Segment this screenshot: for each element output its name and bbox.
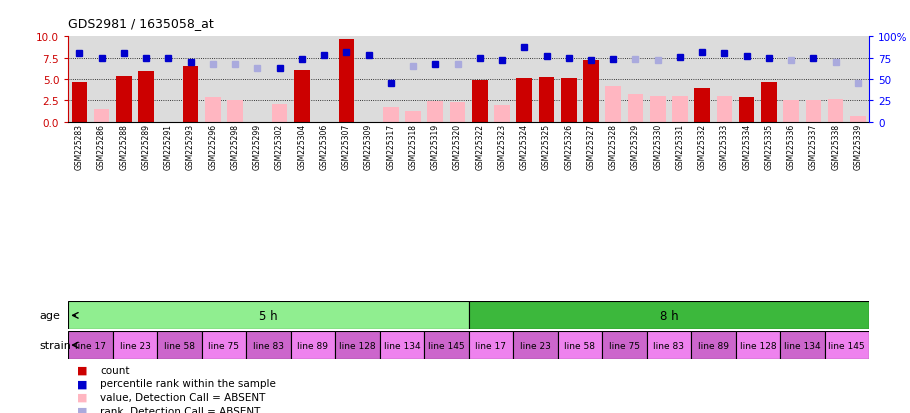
Bar: [539, 78, 554, 123]
Text: ■: ■: [77, 392, 88, 402]
Bar: [428, 102, 443, 123]
Bar: [113, 331, 157, 359]
Text: value, Detection Call = ABSENT: value, Detection Call = ABSENT: [100, 392, 266, 402]
Bar: [672, 97, 688, 123]
Bar: [780, 331, 824, 359]
Bar: [247, 331, 290, 359]
Text: count: count: [100, 365, 129, 375]
Bar: [116, 76, 132, 123]
Text: line 145: line 145: [828, 341, 865, 350]
Bar: [828, 100, 844, 123]
Bar: [339, 40, 354, 123]
Text: line 75: line 75: [208, 341, 239, 350]
Bar: [68, 331, 113, 359]
Bar: [824, 331, 869, 359]
Text: GDS2981 / 1635058_at: GDS2981 / 1635058_at: [68, 17, 214, 29]
Bar: [561, 79, 577, 123]
Bar: [717, 97, 733, 123]
Bar: [294, 71, 309, 123]
Text: line 89: line 89: [298, 341, 329, 350]
Bar: [691, 331, 735, 359]
Bar: [694, 88, 710, 123]
Text: ■: ■: [77, 378, 88, 388]
Text: line 58: line 58: [164, 341, 195, 350]
Text: 5 h: 5 h: [259, 309, 278, 322]
Text: line 128: line 128: [740, 341, 776, 350]
Bar: [650, 97, 665, 123]
Bar: [558, 331, 602, 359]
Bar: [739, 98, 754, 123]
Text: line 128: line 128: [339, 341, 376, 350]
Text: ■: ■: [77, 365, 88, 375]
Bar: [205, 98, 220, 123]
Bar: [602, 331, 647, 359]
Text: percentile rank within the sample: percentile rank within the sample: [100, 378, 276, 388]
Text: line 83: line 83: [653, 341, 684, 350]
Text: line 134: line 134: [784, 341, 821, 350]
Text: line 17: line 17: [75, 341, 106, 350]
Bar: [469, 331, 513, 359]
Bar: [335, 331, 379, 359]
Bar: [583, 61, 599, 123]
Bar: [138, 72, 154, 123]
Bar: [761, 83, 777, 123]
Text: line 58: line 58: [564, 341, 595, 350]
Bar: [383, 108, 399, 123]
Bar: [202, 331, 247, 359]
Text: 8 h: 8 h: [660, 309, 678, 322]
Bar: [450, 103, 465, 123]
Bar: [424, 331, 469, 359]
Bar: [605, 87, 621, 123]
Text: line 75: line 75: [609, 341, 640, 350]
Bar: [735, 331, 780, 359]
Text: line 134: line 134: [384, 341, 420, 350]
Text: line 23: line 23: [520, 341, 551, 350]
Bar: [379, 331, 424, 359]
Text: line 23: line 23: [119, 341, 150, 350]
Bar: [805, 100, 821, 123]
Bar: [494, 105, 510, 123]
Text: line 83: line 83: [253, 341, 284, 350]
Bar: [405, 112, 420, 123]
Bar: [647, 331, 691, 359]
Bar: [94, 110, 109, 123]
Text: line 89: line 89: [698, 341, 729, 350]
Bar: [72, 83, 87, 123]
Bar: [469, 301, 869, 330]
Text: strain: strain: [39, 340, 71, 350]
Bar: [628, 95, 643, 123]
Bar: [228, 100, 243, 123]
Bar: [513, 331, 558, 359]
Bar: [784, 100, 799, 123]
Text: line 17: line 17: [475, 341, 506, 350]
Bar: [850, 116, 865, 123]
Bar: [68, 301, 469, 330]
Bar: [290, 331, 335, 359]
Text: ■: ■: [77, 406, 88, 413]
Bar: [272, 104, 288, 123]
Text: rank, Detection Call = ABSENT: rank, Detection Call = ABSENT: [100, 406, 260, 413]
Bar: [472, 81, 488, 123]
Bar: [157, 331, 202, 359]
Text: age: age: [39, 311, 60, 320]
Text: line 145: line 145: [428, 341, 465, 350]
Bar: [183, 67, 198, 123]
Bar: [517, 79, 532, 123]
